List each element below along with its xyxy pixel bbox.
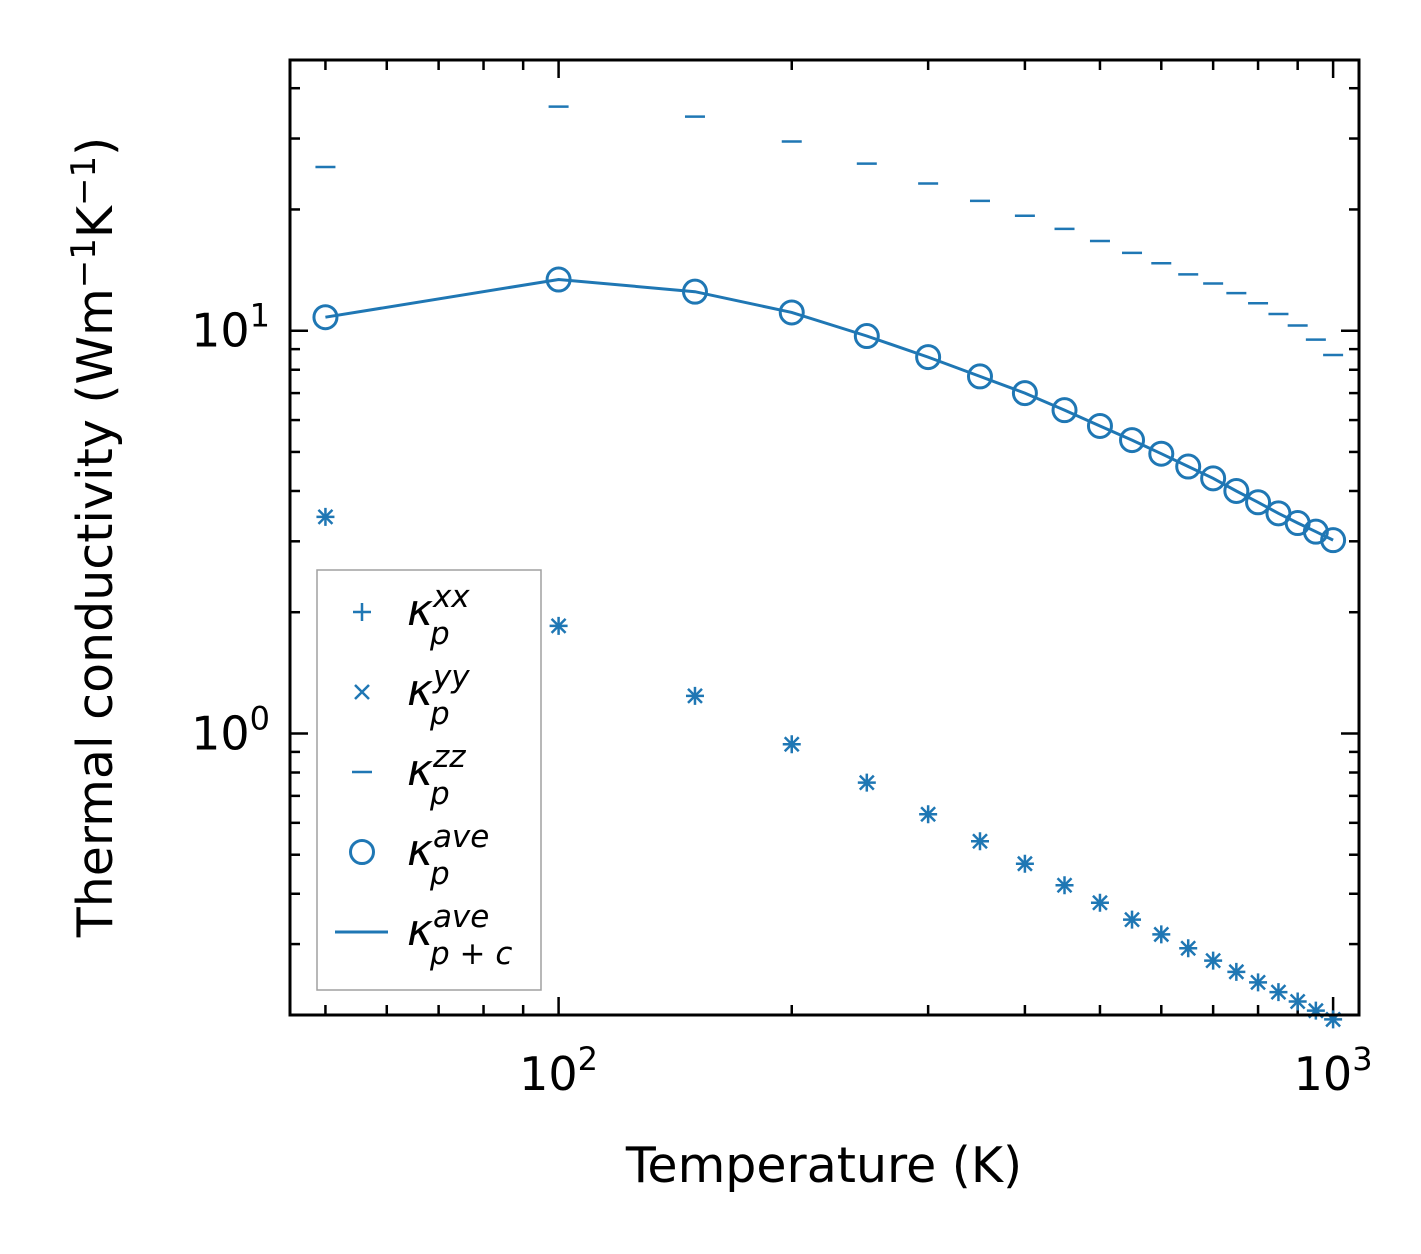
x-axis-label: Temperature (K): [625, 1137, 1022, 1194]
series-kappa_p_yy: [317, 508, 1341, 1028]
data-point: [1124, 911, 1140, 928]
data-point: [1017, 855, 1033, 872]
series-kappa_pc_ave: [325, 277, 1334, 542]
legend-label: κyy p: [407, 659, 470, 732]
data-point: [317, 508, 334, 525]
data-point: [1119, 427, 1146, 454]
legend-entry-kappa_p_yy: κyy p: [354, 659, 470, 732]
legend-marker: [349, 839, 375, 865]
data-point: [972, 833, 988, 850]
x-tick-label: 102: [519, 1040, 598, 1101]
x-tick-label: 103: [1294, 1040, 1373, 1101]
legend-box: [316, 569, 542, 991]
data-point: [966, 363, 993, 390]
legend-entry-kappa_pc_ave: κave p + c: [335, 899, 512, 972]
data-point: [1180, 940, 1197, 957]
data-point: [1245, 489, 1272, 516]
y-axis-label: Thermal conductivity (Wm−1K−1): [64, 137, 124, 938]
data-point: [1270, 984, 1287, 1000]
data-point: [1051, 397, 1078, 424]
tick-labels: 102 103 100 101: [191, 297, 1372, 1101]
data-point: [1086, 412, 1113, 439]
data-point: [1228, 963, 1245, 980]
data-point: [1205, 952, 1222, 969]
y-tick-label: 100: [191, 699, 270, 760]
plot-area: [312, 105, 1347, 1029]
legend-marker: [354, 684, 370, 700]
legend-label: κxx p: [407, 579, 470, 652]
y-tick-label: 101: [191, 297, 270, 358]
data-point: [783, 736, 800, 753]
legend-entry-kappa_p_zz: κzz p: [352, 739, 466, 812]
legend-label: κave p: [407, 819, 489, 892]
data-point: [1092, 894, 1108, 911]
legend-label: κave p + c: [407, 899, 512, 972]
data-point: [1153, 926, 1170, 943]
data-point: [1289, 993, 1306, 1010]
series-kappa_p_ave: [312, 266, 1347, 554]
data-point: [1200, 465, 1227, 492]
data-point: [1148, 440, 1175, 467]
data-point: [1011, 380, 1038, 407]
data-point: [915, 344, 942, 371]
data-point: [853, 323, 880, 350]
data-point: [858, 774, 875, 791]
data-point: [1320, 527, 1347, 554]
legend-marker: [353, 603, 371, 621]
data-point: [550, 617, 567, 634]
data-point: [1056, 877, 1073, 894]
data-point: [1223, 477, 1250, 504]
data-point: [920, 806, 937, 823]
data-point: [1175, 453, 1202, 480]
series-line: [325, 277, 1334, 542]
legend-entry-kappa_p_xx: κxx p: [353, 579, 470, 652]
legend-label: κzz p: [407, 739, 466, 812]
series-kappa_p_zz: [315, 105, 1344, 357]
data-point: [312, 304, 339, 331]
data-point: [778, 299, 805, 326]
legend-entry-kappa_p_ave: κave p: [349, 819, 489, 892]
data-point: [1250, 974, 1266, 991]
plot-frame: [288, 58, 1361, 1017]
data-point: [687, 687, 703, 704]
axis-ticks: [290, 60, 1359, 1017]
